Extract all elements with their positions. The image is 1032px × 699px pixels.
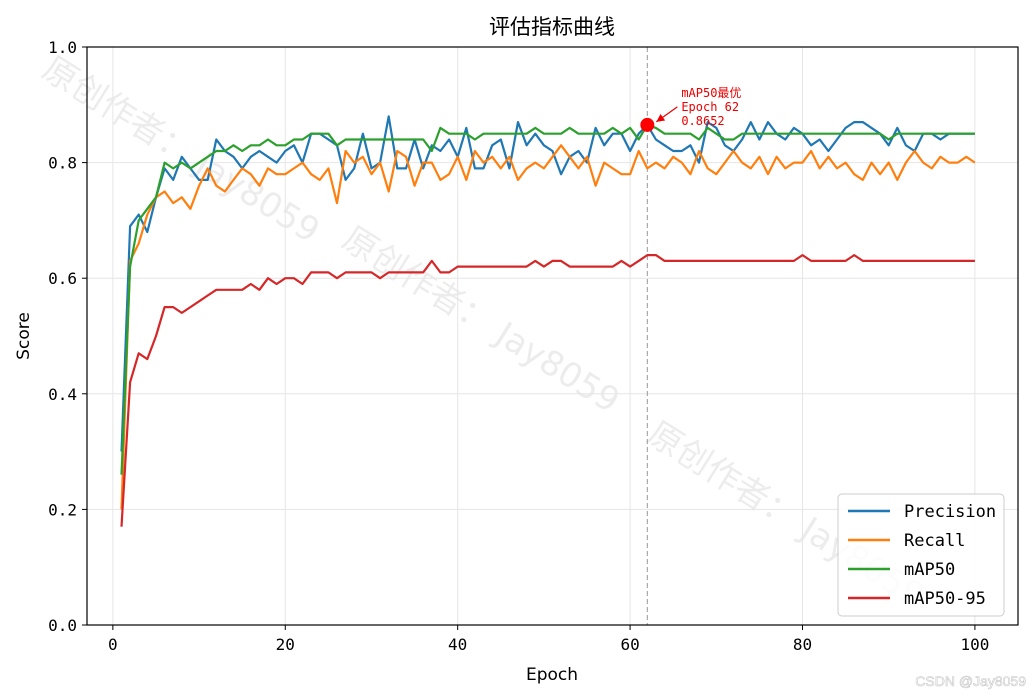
series-line-map50-95 [120,254,975,527]
series-line-precision [120,115,975,452]
series-group [120,115,976,527]
x-tick-label: 100 [960,635,989,654]
x-axis-label: Epoch [526,665,578,685]
x-tick-label: 20 [276,635,295,654]
legend-entry: mAP50-95 [904,589,986,609]
y-tick-label: 1.0 [48,38,77,57]
y-tick-label: 0.8 [48,154,77,173]
y-tick-label: 0.4 [48,385,77,404]
legend-box [837,493,1005,617]
plot-frame [86,46,1019,626]
y-tick-label: 0.2 [48,500,77,519]
chart-title: 评估指标曲线 [489,15,615,39]
legend-entry: mAP50 [904,560,955,580]
best-marker-group: mAP50最优 Epoch 62 0.8652 [640,86,741,132]
ticks: 0 20 40 60 80 100 0.0 0.2 0.4 0.6 0.8 1.0 [48,38,989,654]
x-tick-label: 60 [620,635,639,654]
legend-entry: Recall [904,531,965,551]
x-tick-label: 40 [448,635,467,654]
x-tick-label: 80 [793,635,812,654]
y-axis-label: Score [14,312,34,360]
y-tick-label: 0.6 [48,269,77,288]
best-point-marker [640,117,655,132]
legend-entry: Precision [904,502,996,522]
credit-text: CSDN @Jay8059 [915,673,1026,689]
x-tick-label: 0 [108,635,118,654]
y-tick-label: 0.0 [48,616,77,635]
series-line-map50 [120,123,975,475]
annotation-label: mAP50最优 [681,86,741,100]
legend: Precision Recall mAP50 mAP50-95 [837,493,1005,617]
annotation-value: 0.8652 [681,114,724,128]
annotation-arrowhead [656,114,666,122]
series-line-recall [120,144,976,510]
annotation-epoch: Epoch 62 [681,100,739,114]
